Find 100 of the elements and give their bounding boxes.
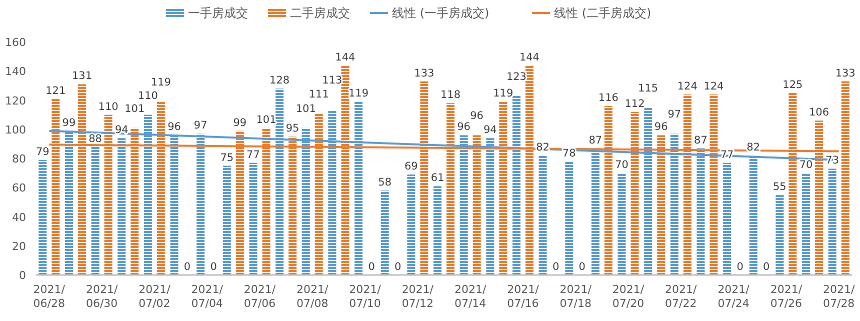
- data-label: 123: [506, 70, 526, 83]
- bar: [657, 135, 666, 275]
- data-label: 119: [348, 88, 369, 100]
- data-label: 0: [210, 261, 217, 273]
- x-tick-label: 2021/07/12: [402, 283, 434, 310]
- x-tick-label: 2021/07/10: [349, 283, 382, 310]
- data-label: 0: [736, 261, 744, 273]
- bar: [354, 102, 363, 275]
- data-label: 87: [588, 134, 602, 146]
- bar: [38, 160, 47, 275]
- bar: [144, 114, 152, 275]
- data-label: 96: [470, 110, 484, 122]
- bar: [565, 161, 574, 275]
- bar: [170, 135, 178, 275]
- bar: [802, 173, 810, 275]
- bar: [156, 102, 165, 275]
- x-tick-label: 2021/07/08: [296, 283, 329, 310]
- bar: [104, 114, 112, 275]
- bar: [420, 81, 428, 275]
- data-label: 124: [677, 80, 698, 92]
- data-label: 99: [233, 116, 247, 129]
- bar: [222, 166, 231, 275]
- data-label: 133: [835, 67, 856, 80]
- data-label: 118: [440, 89, 461, 102]
- data-label: 144: [519, 51, 540, 64]
- data-label: 110: [98, 100, 118, 113]
- x-tick-label: 2021/07/16: [507, 283, 540, 310]
- data-label: 0: [552, 261, 560, 273]
- data-label: 119: [150, 76, 171, 89]
- x-tick-label: 2021/07/28: [822, 283, 855, 310]
- bar: [249, 162, 258, 275]
- bar: [236, 130, 244, 275]
- data-label: 58: [378, 176, 392, 189]
- data-label: 96: [457, 121, 471, 134]
- bar: [670, 134, 678, 275]
- data-label: 87: [694, 134, 708, 146]
- data-label: 113: [322, 74, 342, 86]
- data-label: 124: [704, 80, 724, 92]
- bar: [288, 136, 297, 275]
- data-label: 110: [138, 90, 158, 102]
- bar: [828, 168, 836, 275]
- bar: [64, 130, 73, 275]
- data-label: 0: [763, 261, 770, 273]
- bar: [788, 92, 797, 275]
- bar: [644, 108, 652, 275]
- x-tick-label: 2021/07/26: [770, 283, 802, 310]
- data-label: 96: [168, 121, 182, 134]
- bar: [710, 94, 718, 275]
- bar: [841, 81, 850, 275]
- y-tick-label: 120: [5, 94, 26, 108]
- bar: [538, 156, 547, 275]
- data-label: 75: [220, 152, 234, 164]
- bar: [407, 174, 416, 275]
- bar: [380, 190, 389, 275]
- data-label: 77: [246, 148, 260, 161]
- x-tick-label: 2021/07/24: [718, 283, 750, 310]
- y-tick-label: 0: [19, 269, 26, 282]
- bar: [486, 138, 494, 275]
- data-label: 99: [62, 116, 76, 129]
- data-label: 101: [124, 102, 145, 115]
- x-tick-label: 2021/07/02: [138, 283, 171, 310]
- bar: [460, 135, 468, 275]
- legend-label: 一手房成交: [188, 6, 248, 20]
- data-label: 128: [270, 74, 290, 87]
- data-label: 116: [598, 92, 619, 104]
- bar: [749, 156, 758, 275]
- data-label: 0: [368, 261, 375, 273]
- bar: [696, 148, 705, 275]
- bar: [78, 84, 86, 275]
- bar: [472, 135, 481, 275]
- bar: [276, 88, 284, 275]
- y-tick-label: 160: [5, 36, 26, 49]
- bar: [262, 128, 270, 275]
- data-label: 0: [578, 261, 586, 273]
- bar: [499, 102, 508, 275]
- data-label: 69: [404, 160, 418, 173]
- bar: [328, 110, 336, 275]
- data-label: 119: [493, 88, 514, 100]
- bar: [91, 146, 100, 275]
- bar: [776, 194, 784, 275]
- legend-label: 二手房成交: [290, 6, 350, 20]
- data-label: 106: [808, 106, 830, 119]
- bar: [815, 120, 824, 275]
- y-tick-label: 140: [5, 65, 26, 78]
- data-label: 101: [256, 114, 276, 126]
- x-tick-label: 2021/07/04: [191, 283, 224, 310]
- data-label: 79: [36, 146, 50, 158]
- bar: [604, 106, 612, 275]
- bar: [618, 173, 626, 275]
- x-tick-label: 2021/06/30: [86, 283, 118, 310]
- data-label: 94: [483, 124, 498, 136]
- bar: [512, 96, 520, 275]
- bar: [341, 65, 350, 275]
- y-tick-label: 80: [12, 152, 26, 166]
- data-label: 0: [394, 261, 402, 273]
- bar: [683, 94, 692, 275]
- bar: [52, 98, 60, 275]
- legend-label: 线性 (一手房成交): [392, 6, 490, 20]
- data-label: 125: [782, 78, 803, 91]
- x-tick-label: 2021/07/14: [454, 283, 486, 310]
